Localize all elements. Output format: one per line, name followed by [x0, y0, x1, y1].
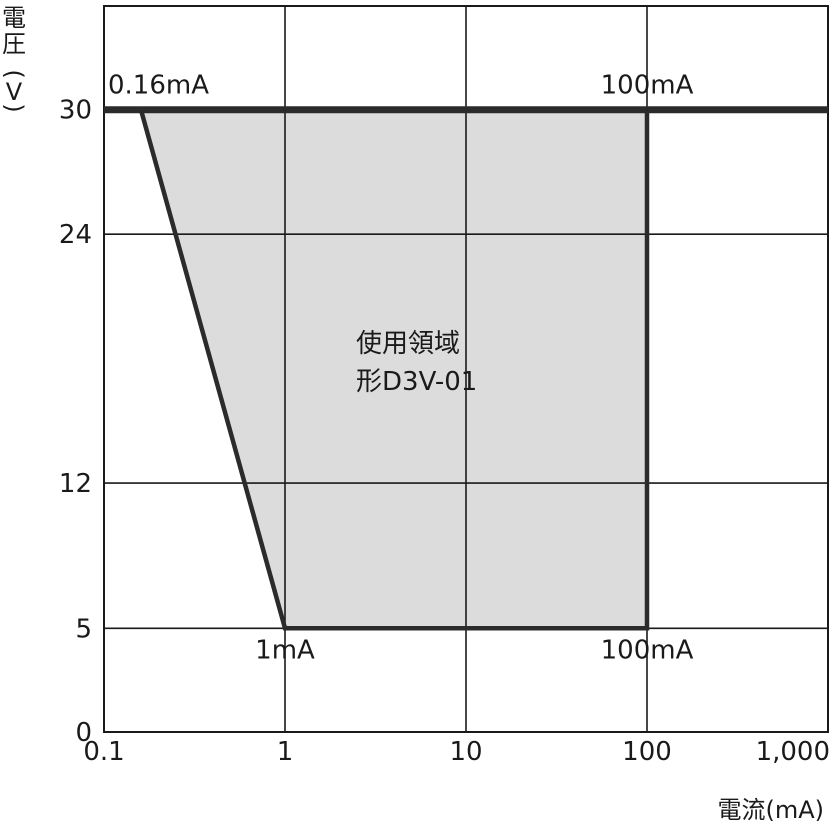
y-tick-label: 12: [59, 469, 92, 499]
region-boundary: [138, 109, 650, 631]
y-axis-title-char: 電: [2, 4, 26, 32]
x-tick-label: 100: [622, 737, 672, 767]
point-annotation: 1mA: [255, 635, 315, 665]
y-tick-label: 5: [75, 614, 92, 644]
x-tick-label: 0.1: [83, 737, 124, 767]
y-axis-title-char: 圧: [2, 30, 26, 58]
y-axis-title: 電圧 (V): [0, 4, 28, 113]
y-axis-title-char: (: [0, 69, 28, 78]
y-tick-label: 24: [59, 220, 92, 250]
y-axis-title-char: V: [6, 78, 23, 106]
point-annotation: 100mA: [601, 71, 694, 101]
operating-region-group: [140, 109, 647, 629]
region-outline-group: [104, 106, 828, 631]
y-axis-title-char: ): [0, 103, 28, 112]
point-annotation: 0.16mA: [108, 71, 209, 101]
annotation-group: 0.16mA 100mA 1mA 100mA: [108, 71, 694, 666]
y-tick-label: 30: [59, 96, 92, 126]
x-tick-label: 10: [449, 737, 482, 767]
point-annotation: 100mA: [601, 635, 694, 665]
x-axis-title: 電流(mA): [717, 796, 824, 824]
x-tick-label: 1: [277, 737, 294, 767]
x-tick-label: 1,000: [756, 737, 830, 767]
operating-region: [140, 109, 647, 629]
y-tick-label: 0: [75, 718, 92, 748]
region-label-line-1: 使用領域: [356, 329, 460, 359]
tick-label-group: 0.1 1 10 100 1,000 0 5 12 24 30: [59, 96, 830, 767]
region-label-line-2: 形D3V-01: [356, 367, 477, 397]
